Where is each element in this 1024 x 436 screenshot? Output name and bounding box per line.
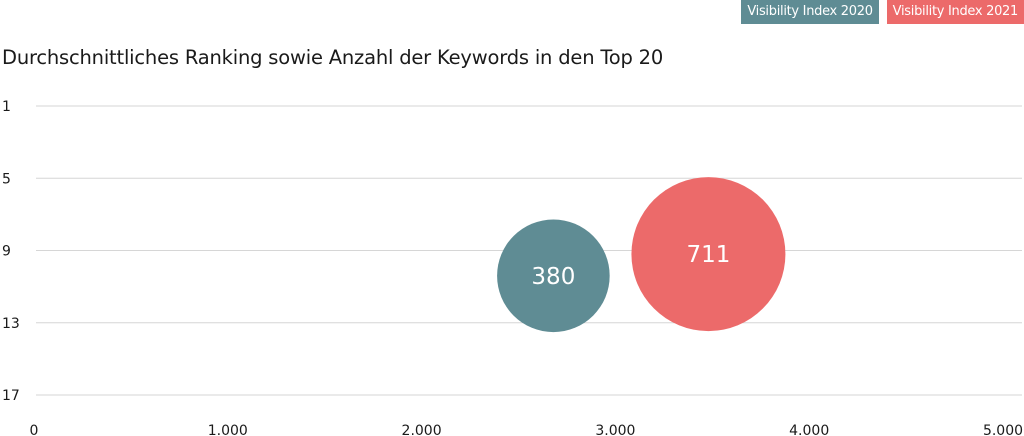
bubble-2021 xyxy=(631,177,786,332)
x-tick-label: 5.000 xyxy=(983,423,1023,436)
x-tick-label: 2.000 xyxy=(402,423,442,436)
legend: Visibility Index 2020 Visibility Index 2… xyxy=(741,0,1024,24)
x-tick-label: 4.000 xyxy=(789,423,829,436)
y-tick-label: 1 xyxy=(2,99,11,115)
y-tick-label: 9 xyxy=(2,244,11,260)
y-tick-label: 13 xyxy=(2,316,20,332)
bubble-2020 xyxy=(497,219,610,333)
x-tick-label: 3.000 xyxy=(595,423,635,436)
bubble-label: 711 xyxy=(686,242,730,268)
legend-item-2021[interactable]: Visibility Index 2021 xyxy=(886,0,1024,24)
chart-title: Durchschnittliches Ranking sowie Anzahl … xyxy=(2,46,664,69)
y-tick-label: 5 xyxy=(2,171,11,187)
y-tick-label: 17 xyxy=(2,388,20,404)
x-tick-label: 0 xyxy=(30,423,39,436)
x-tick-label: 1.000 xyxy=(208,423,248,436)
bubble-label: 380 xyxy=(531,264,575,290)
legend-item-2020[interactable]: Visibility Index 2020 xyxy=(741,0,879,24)
